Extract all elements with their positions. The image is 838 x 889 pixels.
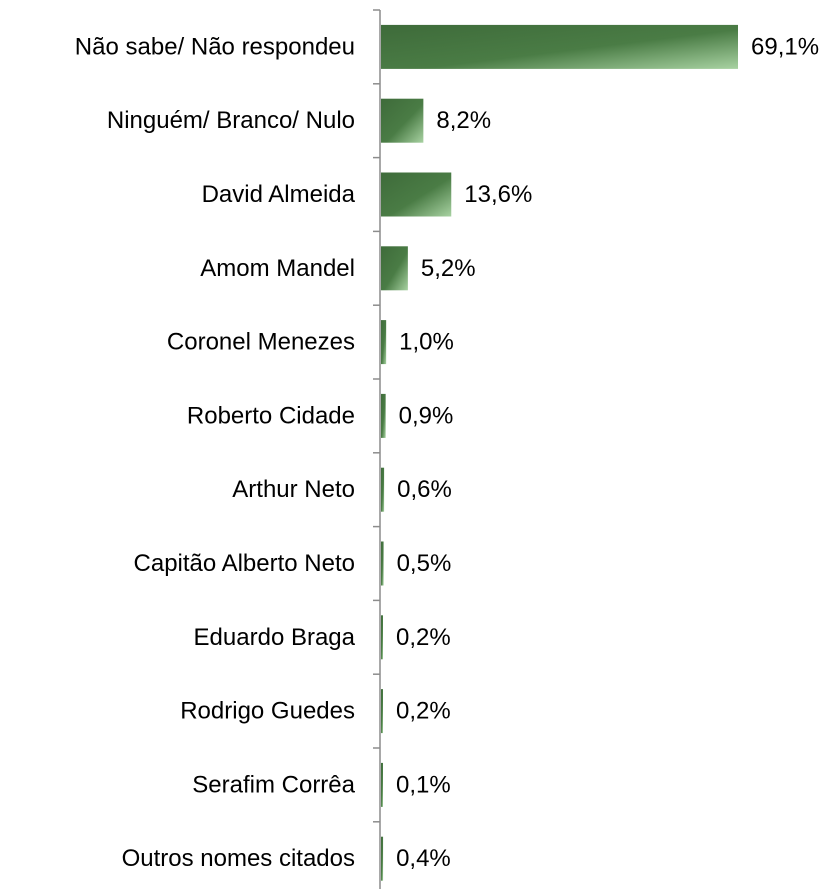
category-label: Outros nomes citados xyxy=(122,845,355,872)
value-label: 5,2% xyxy=(421,255,476,282)
value-label: 0,4% xyxy=(396,845,451,872)
bar xyxy=(381,762,383,807)
axis-layer xyxy=(373,9,381,889)
value-label: 0,2% xyxy=(396,624,451,651)
value-label: 69,1% xyxy=(751,33,819,60)
category-label: Amom Mandel xyxy=(200,255,355,282)
bar xyxy=(381,246,408,291)
category-label: Eduardo Braga xyxy=(194,624,356,651)
category-label: Arthur Neto xyxy=(232,476,355,503)
bar xyxy=(381,393,386,438)
bar-layer xyxy=(381,24,738,881)
category-label: Rodrigo Guedes xyxy=(180,698,355,725)
bar xyxy=(381,24,738,69)
bar xyxy=(381,689,383,734)
value-label: 0,6% xyxy=(397,476,452,503)
value-label: 0,1% xyxy=(396,771,451,798)
bar xyxy=(381,320,387,365)
bar xyxy=(381,836,384,881)
category-label: Capitão Alberto Neto xyxy=(134,550,355,577)
value-label: 13,6% xyxy=(464,181,532,208)
value-label: 0,5% xyxy=(397,550,452,577)
label-layer: Não sabe/ Não respondeu 69,1% Ninguém/ Bra… xyxy=(75,33,819,872)
category-label: Coronel Menezes xyxy=(167,329,355,356)
value-label: 0,9% xyxy=(399,402,454,429)
value-label: 1,0% xyxy=(399,329,454,356)
bar xyxy=(381,615,383,660)
category-label: Serafim Corrêa xyxy=(192,771,355,798)
bar xyxy=(381,467,385,512)
value-label: 0,2% xyxy=(396,698,451,725)
category-label: David Almeida xyxy=(202,181,356,208)
category-label: Ninguém/ Branco/ Nulo xyxy=(107,107,355,134)
bar xyxy=(381,98,424,143)
bar xyxy=(381,541,384,586)
category-label: Não sabe/ Não respondeu xyxy=(75,33,355,60)
bar xyxy=(381,172,452,217)
category-label: Roberto Cidade xyxy=(187,402,355,429)
value-label: 8,2% xyxy=(436,107,491,134)
